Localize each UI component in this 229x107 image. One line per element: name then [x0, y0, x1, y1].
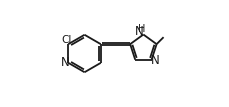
Text: N: N [61, 56, 69, 69]
Text: Cl: Cl [62, 35, 72, 45]
Text: N: N [135, 25, 144, 38]
Text: N: N [150, 54, 159, 67]
Text: H: H [138, 24, 145, 34]
